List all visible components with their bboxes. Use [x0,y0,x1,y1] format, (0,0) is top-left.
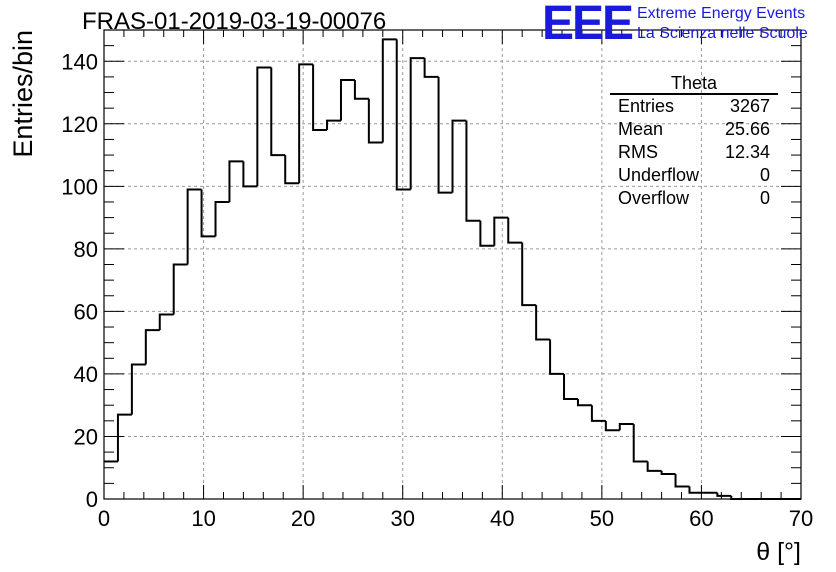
histogram-bin [493,216,509,246]
histogram-bin [465,120,481,222]
histogram-bin [646,461,662,472]
x-tick-label: 30 [390,506,414,531]
histogram-bin [395,39,411,191]
logo-caption: Extreme Energy Events La Scienza nelle S… [637,4,808,44]
histogram-bin [381,38,397,143]
histogram-bin [479,220,495,247]
logo-line-1: Extreme Energy Events [637,5,806,22]
histogram-bin [312,64,328,132]
histogram-bin [367,98,383,144]
histogram-bin [158,313,174,331]
stats-value: 0 [759,188,770,208]
y-tick-label: 0 [86,487,98,512]
histogram-bin [200,189,216,238]
histogram-bin [242,161,258,188]
y-tick-label: 120 [61,112,98,137]
histogram-bin [130,363,146,415]
y-tick-label: 140 [61,49,98,74]
histogram-bin [423,58,439,78]
histogram-bin [214,200,230,237]
stats-row-overflow: Overflow 0 [610,187,778,210]
y-tick-label: 100 [61,174,98,199]
histogram-bin [172,263,188,315]
histogram-bin [353,80,369,100]
stats-value: 3267 [729,96,770,116]
stats-row-rms: RMS 12.34 [610,141,778,164]
y-tick-label: 20 [74,424,98,449]
histogram-bin [688,486,704,494]
x-tick-label: 20 [291,506,315,531]
stats-value: 25.66 [724,119,770,139]
stats-row-underflow: Underflow 0 [610,164,778,187]
x-tick-label: 0 [98,506,110,531]
histogram-bin [604,420,620,432]
y-axis-label: Entries/bin [8,30,38,158]
stats-label: Mean [618,119,664,139]
y-tick-label: 60 [74,299,98,324]
x-tick-label: 70 [789,506,813,531]
stats-value: 0 [759,165,770,185]
histogram-bin [730,495,746,500]
histogram-bin [618,422,634,431]
y-tick-label: 80 [74,237,98,262]
histogram-bin [326,119,341,131]
logo-line-2: La Scienza nelle Scuole [637,25,808,42]
histogram-bin [632,423,648,463]
x-tick-label: 50 [590,506,614,531]
histogram-bin [716,492,732,497]
histogram-bin [507,217,523,244]
run-title: FRAS-01-2019-03-19-00076 [82,8,387,35]
y-tick-label: 40 [74,362,98,387]
histogram-bin [674,473,690,488]
histogram-bin [437,76,453,194]
x-axis-label: θ [°] [756,538,801,566]
eee-logo: EEE [542,0,634,50]
histogram-bin [270,67,286,157]
x-tick-label: 10 [191,506,215,531]
histogram-bin [549,339,565,375]
histogram-bin [660,470,676,475]
histogram-bin [535,305,551,341]
stats-row-entries: Entries 3267 [610,95,778,118]
stats-value: 12.34 [724,142,770,162]
histogram-bin [298,63,314,184]
histogram-bin [256,66,272,187]
histogram-bin [409,57,425,190]
stats-title: Theta [610,74,778,95]
stats-box: Theta Entries 3267 Mean 25.66 RMS 12.34 … [610,74,778,210]
x-tick-label: 40 [490,506,514,531]
histogram-bin [563,373,578,400]
stats-label: RMS [618,142,658,162]
stats-label: Overflow [618,188,690,208]
histogram-bin [521,242,537,307]
histogram-bin [451,119,467,193]
histogram-bin [144,329,160,365]
histogram-bin [186,188,202,265]
histogram-bin [590,405,606,422]
stats-label: Entries [618,96,675,116]
histogram-bin [339,79,355,121]
x-tick-label: 60 [689,506,713,531]
histogram-bin [228,160,244,202]
stats-row-mean: Mean 25.66 [610,118,778,141]
histogram-bin [116,413,132,462]
histogram-bin [576,398,592,407]
histogram-bin [284,155,300,185]
stats-label: Underflow [618,165,700,185]
